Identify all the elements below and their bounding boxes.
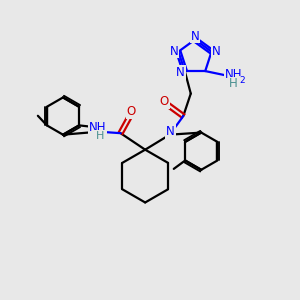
Text: N: N <box>169 44 178 58</box>
Text: O: O <box>127 105 136 119</box>
Text: H: H <box>95 131 104 141</box>
Text: N: N <box>176 66 184 79</box>
Text: H: H <box>229 77 238 91</box>
Text: NH: NH <box>225 68 242 82</box>
Text: N: N <box>190 29 200 43</box>
Text: NH: NH <box>89 121 106 134</box>
Text: N: N <box>166 124 175 138</box>
Text: N: N <box>212 44 220 58</box>
Text: O: O <box>159 95 169 108</box>
Text: 2: 2 <box>239 76 244 85</box>
